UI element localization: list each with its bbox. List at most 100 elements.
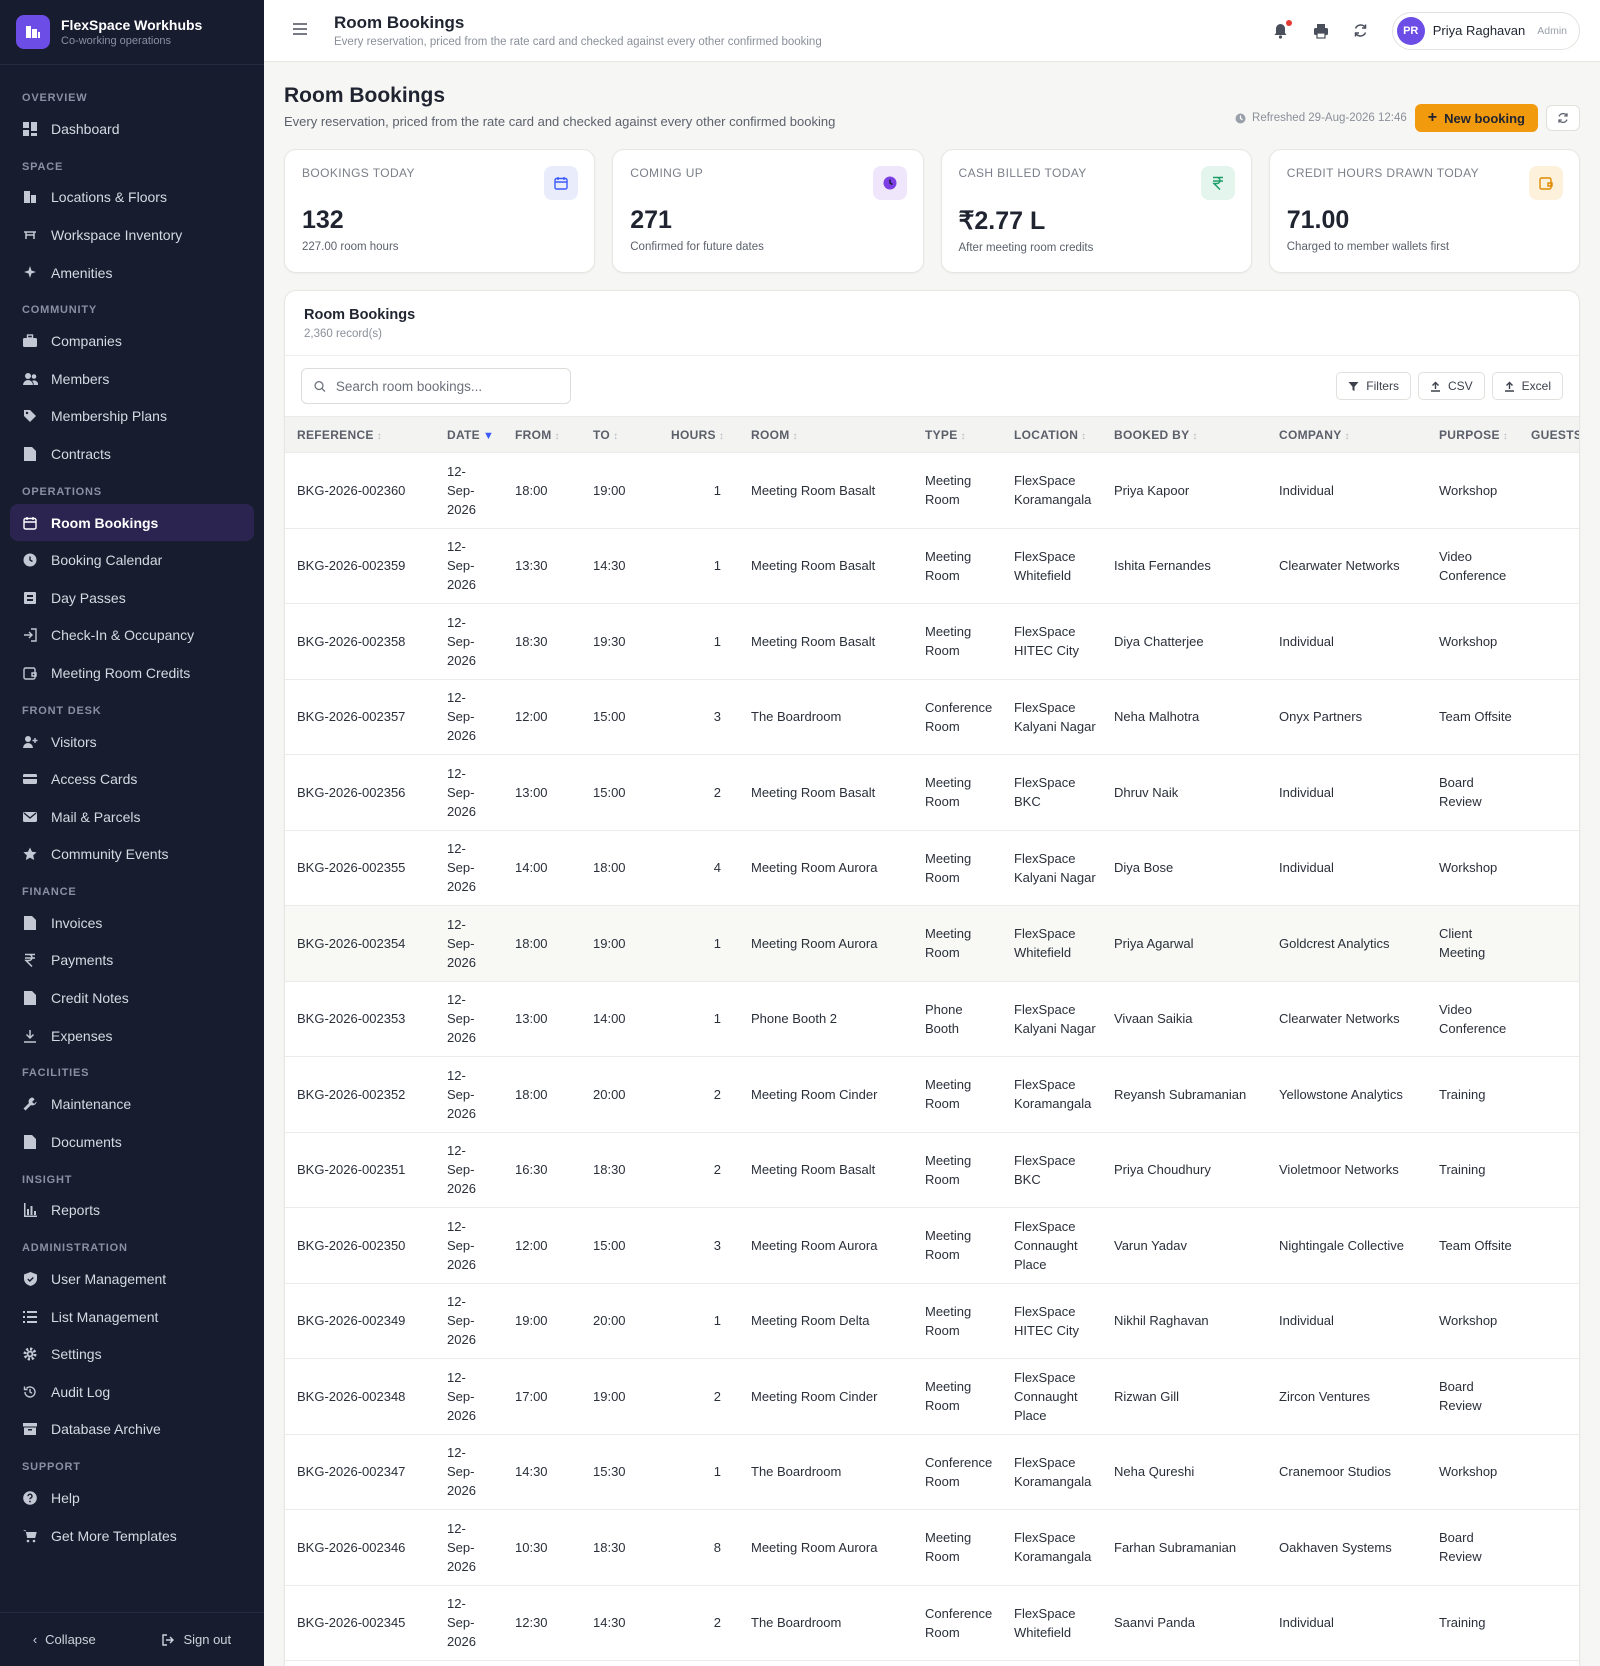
table-row[interactable]: BKG-2026-002352 12- Sep- 2026 18:00 20:00 2 Mee… [285,1056,1579,1133]
table-row[interactable]: BKG-2026-002351 12- Sep- 2026 16:30 18:30 2 Mee… [285,1132,1579,1208]
nav-section-heading: SUPPORT [22,1461,81,1474]
bell-icon[interactable] [1272,19,1292,40]
menu-icon[interactable] [292,22,310,39]
sidebar-item-audit-log[interactable]: Audit Log [10,1373,254,1411]
sidebar-item-maintenance[interactable]: Maintenance [10,1085,254,1123]
search-input[interactable] [335,378,558,394]
table-row[interactable]: BKG-2026-002350 12- Sep- 2026 12:00 15:00 3 Mee… [285,1207,1579,1284]
column-header-guests[interactable]: GUESTS [1519,416,1579,453]
stat-label: CASH BILLED TODAY [958,166,1087,180]
table-row[interactable]: BKG-2026-002347 12- Sep- 2026 14:30 15:30 1 The… [285,1434,1579,1510]
sidebar-item-day-passes[interactable]: Day Passes [10,579,254,617]
content: Room Bookings Every reservation, priced … [264,62,1600,1666]
cell-location: FlexSpace HITEC City [1002,603,1102,680]
cell-type: Meeting Room [913,1358,1002,1435]
cell-hours: 2 [659,1358,739,1435]
table-row[interactable]: BKG-2026-002359 12- Sep- 2026 13:30 14:30 1 Mee… [285,528,1579,604]
user-menu[interactable]: PR Priya Raghavan Admin [1391,11,1580,50]
table-row[interactable]: BKG-2026-002353 12- Sep- 2026 13:00 14:00 1 Pho… [285,981,1579,1057]
table-row[interactable]: BKG-2026-002356 12- Sep- 2026 13:00 15:00 2 Mee… [285,754,1579,831]
sidebar-item-members[interactable]: Members [10,360,254,398]
new-booking-button[interactable]: + New booking [1414,104,1538,132]
sidebar-nav: OVERVIEW Dashboard SPACE Locations & Floors… [0,65,264,1554]
excel-export-button[interactable]: Excel [1491,372,1563,400]
column-header-location[interactable]: LOCATION ↕ [1002,416,1102,453]
reload-button[interactable] [1546,105,1580,131]
cell-guests [1519,1056,1579,1133]
column-header-date[interactable]: DATE ▼ [435,416,503,453]
cell-purpose: Team Offsite [1427,679,1519,755]
sidebar-item-invoices[interactable]: Invoices [10,904,254,942]
sidebar-item-mail-parcels[interactable]: Mail & Parcels [10,798,254,836]
brand[interactable]: FlexSpace Workhubs Co-working operations [0,0,264,65]
column-header-room[interactable]: ROOM ↕ [739,416,913,453]
sidebar-item-access-cards[interactable]: Access Cards [10,760,254,798]
cell-from: 13:30 [503,528,581,604]
sidebar-item-booking-calendar[interactable]: Booking Calendar [10,541,254,579]
sidebar-item-help[interactable]: Help [10,1479,254,1517]
sidebar-item-room-bookings[interactable]: Room Bookings [10,503,254,542]
column-header-to[interactable]: TO ↕ [581,416,659,453]
sidebar-item-workspace-inventory[interactable]: Workspace Inventory [10,216,254,254]
table-row[interactable]: BKG-2026-002346 12- Sep- 2026 10:30 18:30 8 Mee… [285,1509,1579,1586]
sidebar-item-list-management[interactable]: List Management [10,1298,254,1336]
sidebar-item-meeting-room-credits[interactable]: Meeting Room Credits [10,654,254,692]
table-row[interactable]: BKG-2026-002345 12- Sep- 2026 12:30 14:30 2 The… [285,1585,1579,1661]
sign-out-icon [162,1633,175,1646]
column-header-type[interactable]: TYPE ↕ [913,416,1002,453]
column-header-booked-by[interactable]: BOOKED BY ↕ [1102,416,1267,453]
csv-export-button[interactable]: CSV [1417,372,1485,400]
sidebar-item-check-in-occupancy[interactable]: Check-In & Occupancy [10,617,254,655]
column-header-purpose[interactable]: PURPOSE ↕ [1427,416,1519,453]
sidebar-item-get-more-templates[interactable]: Get More Templates [10,1517,254,1555]
sign-out-button[interactable]: Sign out [161,1632,231,1647]
sidebar-item-settings[interactable]: Settings [10,1335,254,1373]
cell-company: Nightingale Collective [1267,1207,1427,1284]
login-icon [22,627,38,643]
table-row[interactable]: BKG-2026-002358 12- Sep- 2026 18:30 19:30 1 Mee… [285,603,1579,680]
table-row[interactable]: BKG-2026-002348 12- Sep- 2026 17:00 19:00 2 Mee… [285,1358,1579,1435]
cell-to: 18:30 [581,1132,659,1208]
sidebar-item-dashboard[interactable]: Dashboard [10,110,254,148]
sidebar-item-locations-floors[interactable]: Locations & Floors [10,179,254,217]
column-header-reference[interactable]: REFERENCE ↕ [285,416,435,453]
cell-purpose: Workshop [1427,603,1519,680]
sidebar-item-companies[interactable]: Companies [10,322,254,360]
print-icon[interactable] [1312,22,1330,40]
refresh-icon[interactable] [1352,22,1370,40]
sidebar-item-payments[interactable]: Payments [10,942,254,980]
sidebar-item-community-events[interactable]: Community Events [10,836,254,874]
table-row[interactable]: BKG-2026-002357 12- Sep- 2026 12:00 15:00 3 The… [285,679,1579,755]
sidebar-item-user-management[interactable]: User Management [10,1260,254,1298]
column-header-label: HOURS [671,427,716,442]
sidebar-item-expenses[interactable]: Expenses [10,1017,254,1055]
sidebar-item-reports[interactable]: Reports [10,1192,254,1230]
column-header-from[interactable]: FROM ↕ [503,416,581,453]
sidebar-item-contracts[interactable]: Contracts [10,435,254,473]
sidebar-item-label: Mail & Parcels [51,808,141,825]
cell-from: 18:30 [503,603,581,680]
collapse-button[interactable]: ‹ Collapse [33,1632,96,1647]
filters-button[interactable]: Filters [1336,372,1411,400]
file-icon [22,446,38,462]
sidebar-item-amenities[interactable]: Amenities [10,254,254,292]
sidebar-item-documents[interactable]: Documents [10,1123,254,1161]
table-row[interactable]: BKG-2026-002360 12- Sep- 2026 18:00 19:00 1 Mee… [285,452,1579,529]
cell-booked-by: Diya Chatterjee [1102,603,1267,680]
cell-type: Meeting Room [913,1283,1002,1359]
sidebar-item-credit-notes[interactable]: Credit Notes [10,979,254,1017]
table-row[interactable]: BKG-2026-002355 12- Sep- 2026 14:00 18:00 4 Mee… [285,830,1579,906]
gear-icon [22,1346,38,1362]
cell-hours: 1 [659,981,739,1057]
cell-room: Meeting Room Cinder [739,1358,913,1435]
sidebar-item-database-archive[interactable]: Database Archive [10,1411,254,1449]
column-header-company[interactable]: COMPANY ↕ [1267,416,1427,453]
sidebar-item-membership-plans[interactable]: Membership Plans [10,398,254,436]
column-header-hours[interactable]: HOURS ↕ [659,416,739,453]
table-row[interactable]: BKG-2026-002354 12- Sep- 2026 18:00 19:00 1 Mee… [285,905,1579,982]
table-row[interactable]: BKG-2026-002349 12- Sep- 2026 19:00 20:00 1 Mee… [285,1283,1579,1359]
bar-chart-icon [22,1202,38,1218]
cell-booked-by: Saanvi Panda [1102,1585,1267,1661]
column-header-label: PURPOSE [1439,427,1500,442]
sidebar-item-visitors[interactable]: Visitors [10,723,254,761]
